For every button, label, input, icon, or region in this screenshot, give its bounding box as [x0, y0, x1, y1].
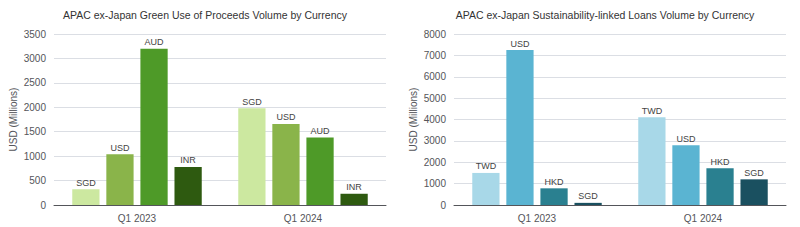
svg-text:SGD: SGD: [744, 168, 764, 178]
svg-text:USD: USD: [676, 134, 696, 144]
svg-text:SGD: SGD: [76, 178, 96, 188]
svg-text:USD: USD: [110, 143, 130, 153]
svg-text:2000: 2000: [424, 157, 447, 168]
svg-text:1000: 1000: [24, 151, 47, 162]
svg-text:USD (Millions): USD (Millions): [408, 88, 419, 152]
svg-text:TWD: TWD: [642, 106, 663, 116]
svg-text:HKD: HKD: [545, 177, 565, 187]
svg-text:3000: 3000: [424, 135, 447, 146]
svg-text:1500: 1500: [24, 126, 47, 137]
svg-text:TWD: TWD: [476, 161, 497, 171]
svg-text:APAC ex-Japan Sustainability-l: APAC ex-Japan Sustainability-linked Loan…: [456, 9, 755, 21]
svg-text:2500: 2500: [24, 77, 47, 88]
svg-text:Q1 2024: Q1 2024: [284, 213, 323, 224]
svg-text:7000: 7000: [424, 50, 447, 61]
svg-text:4000: 4000: [424, 114, 447, 125]
svg-text:Q1 2023: Q1 2023: [118, 213, 157, 224]
svg-text:3000: 3000: [24, 53, 47, 64]
svg-text:AUD: AUD: [311, 126, 331, 136]
svg-text:SGD: SGD: [242, 97, 262, 107]
svg-text:USD (Millions): USD (Millions): [8, 88, 19, 152]
svg-text:INR: INR: [180, 155, 196, 165]
svg-text:8000: 8000: [424, 29, 447, 40]
svg-text:0: 0: [440, 200, 446, 211]
svg-text:APAC ex-Japan Green Use of Pro: APAC ex-Japan Green Use of Proceeds Volu…: [63, 9, 348, 21]
svg-text:1000: 1000: [424, 178, 447, 189]
svg-text:USD: USD: [510, 39, 530, 49]
svg-text:5000: 5000: [424, 93, 447, 104]
svg-text:AUD: AUD: [145, 37, 165, 47]
svg-text:6000: 6000: [424, 71, 447, 82]
svg-text:3500: 3500: [24, 29, 47, 40]
svg-text:USD: USD: [276, 112, 296, 122]
svg-text:SGD: SGD: [578, 191, 598, 201]
svg-text:HKD: HKD: [711, 157, 731, 167]
svg-text:Q1 2024: Q1 2024: [684, 213, 723, 224]
svg-text:Q1 2023: Q1 2023: [518, 213, 557, 224]
svg-text:INR: INR: [346, 182, 362, 192]
svg-text:2000: 2000: [24, 102, 47, 113]
svg-text:500: 500: [29, 175, 46, 186]
svg-text:0: 0: [40, 200, 46, 211]
